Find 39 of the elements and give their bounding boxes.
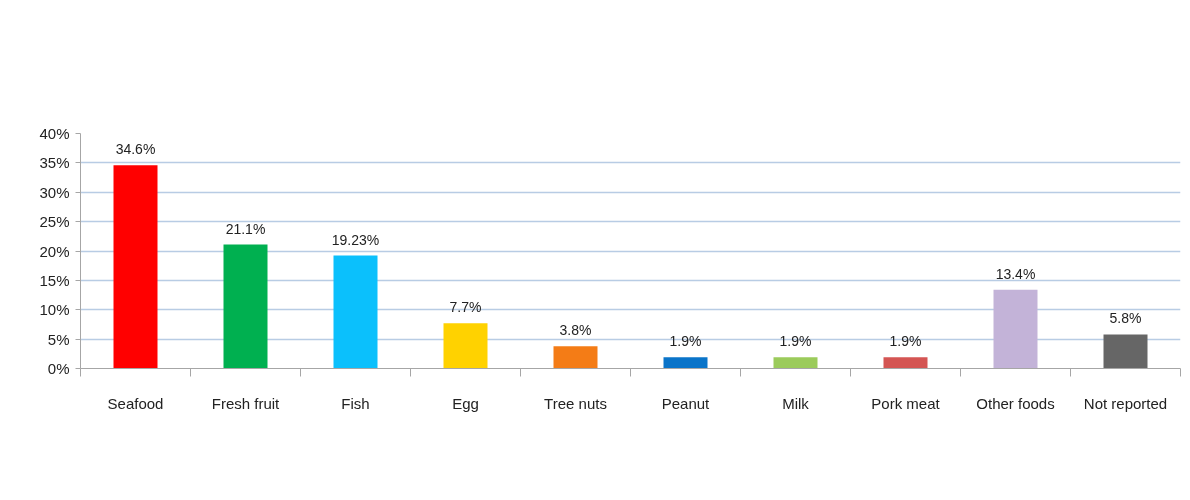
x-tick-label: Egg xyxy=(452,394,479,412)
bar xyxy=(1103,334,1148,369)
bar xyxy=(883,357,928,369)
x-tick-label: Fresh fruit xyxy=(211,394,281,412)
data-label: 1.9% xyxy=(889,333,922,350)
x-tick-label: Pork meat xyxy=(871,394,941,412)
bar xyxy=(113,165,158,369)
data-label: 13.4% xyxy=(995,265,1036,282)
y-tick-label: 30% xyxy=(39,183,70,201)
x-tick-label: Milk xyxy=(782,394,810,412)
bar xyxy=(553,346,598,369)
data-label: 34.6% xyxy=(115,141,156,158)
y-tick-label: 35% xyxy=(39,154,70,172)
data-label: 5.8% xyxy=(1109,310,1142,327)
x-tick-label: Not reported xyxy=(1083,394,1168,412)
y-tick-label: 15% xyxy=(39,271,70,289)
bar xyxy=(223,244,268,369)
data-label: 19.23% xyxy=(331,231,380,248)
bar xyxy=(993,289,1038,369)
y-tick-label: 25% xyxy=(39,213,70,231)
data-label: 21.1% xyxy=(225,220,266,237)
x-tick-label: Tree nuts xyxy=(544,394,607,412)
bar xyxy=(663,357,708,369)
bar xyxy=(333,255,378,369)
bar xyxy=(773,357,818,369)
y-tick-label: 0% xyxy=(47,360,70,377)
data-label: 1.9% xyxy=(669,333,702,350)
data-label: 1.9% xyxy=(779,333,812,350)
y-tick-label: 40% xyxy=(39,125,70,142)
x-tick-label: Seafood xyxy=(107,394,164,412)
data-label: 3.8% xyxy=(559,322,592,339)
bar xyxy=(443,323,488,369)
x-tick-label: Peanut xyxy=(661,394,711,412)
y-tick-label: 20% xyxy=(39,242,70,260)
y-tick-label: 5% xyxy=(47,330,70,348)
data-label: 7.7% xyxy=(449,299,482,316)
x-tick-label: Other foods xyxy=(976,394,1055,412)
x-tick-label: Fish xyxy=(341,394,370,412)
y-tick-label: 10% xyxy=(39,301,70,319)
